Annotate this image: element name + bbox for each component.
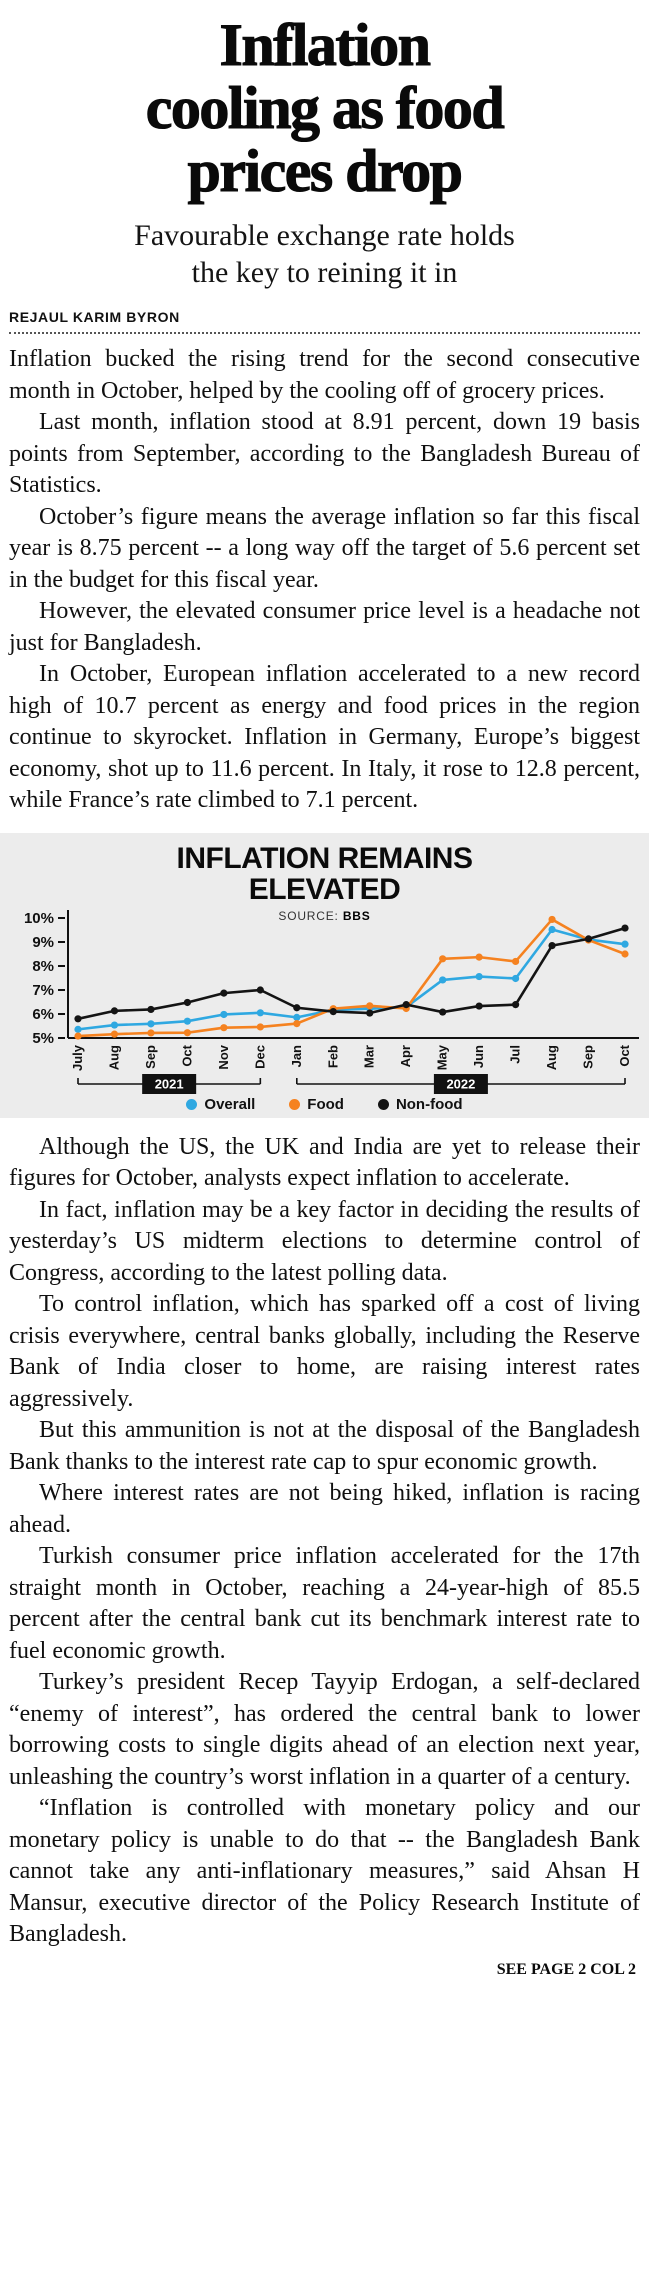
svg-text:10%: 10%: [24, 910, 54, 927]
svg-text:6%: 6%: [32, 1006, 54, 1023]
body-after-chart: Although the US, the UK and India are ye…: [9, 1132, 640, 1951]
legend-dot: [377, 1098, 389, 1110]
paragraph: In October, European inflation accelerat…: [9, 661, 640, 813]
svg-text:Mar: Mar: [362, 1045, 377, 1068]
subheadline: Favourable exchange rate holds the key t…: [9, 217, 640, 291]
legend-item-non-food: Non-food: [377, 1096, 463, 1113]
paragraph: October’s figure means the average infla…: [9, 503, 640, 593]
headline: Inflation cooling as food prices drop: [9, 12, 640, 204]
svg-text:Oct: Oct: [617, 1044, 632, 1066]
svg-text:Dec: Dec: [252, 1045, 267, 1069]
svg-text:2022: 2022: [446, 1076, 475, 1091]
paragraph: Turkish consumer price inflation acceler…: [9, 1543, 640, 1664]
paragraph: Although the US, the UK and India are ye…: [9, 1133, 640, 1192]
paragraph: Where interest rates are not being hiked…: [9, 1480, 640, 1538]
chart-source-value: BBS: [342, 908, 371, 923]
svg-text:Feb: Feb: [325, 1044, 340, 1067]
chart-source-label: SOURCE:: [278, 908, 339, 923]
subheadline-line: the key to reining it in: [191, 256, 458, 289]
svg-text:Jun: Jun: [471, 1044, 486, 1067]
svg-text:9%: 9%: [32, 934, 54, 951]
svg-text:Jan: Jan: [289, 1044, 304, 1066]
subheadline-line: Favourable exchange rate holds: [134, 219, 515, 252]
svg-text:Oct: Oct: [179, 1044, 194, 1066]
svg-text:Nov: Nov: [216, 1044, 231, 1069]
chart-source: SOURCE: BBS: [0, 909, 649, 923]
legend-item-food: Food: [289, 1096, 344, 1113]
chart-title-line: ELEVATED: [248, 872, 401, 906]
inflation-chart: 5% 6% 7% 8% 9% 10% July Aug Sep Oct Nov Dec Jan Feb Ma…: [0, 832, 649, 1118]
paragraph: Turkey’s president Recep Tayyip Erdogan,…: [9, 1669, 640, 1790]
paragraph: “Inflation is controlled with monetary p…: [9, 1795, 640, 1947]
legend-dot: [289, 1098, 301, 1110]
svg-text:Apr: Apr: [398, 1045, 413, 1067]
byline-divider: [9, 332, 640, 334]
paragraph: But this ammunition is not at the dispos…: [9, 1417, 640, 1475]
headline-line: Inflation: [219, 12, 431, 78]
legend-item-overall: Overall: [186, 1096, 255, 1113]
svg-text:July: July: [70, 1044, 85, 1071]
svg-text:Sep: Sep: [143, 1044, 158, 1068]
paragraph: However, the elevated consumer price lev…: [9, 598, 640, 656]
svg-text:May: May: [435, 1044, 450, 1070]
continuation-note: SEE PAGE 2 COL 2: [496, 1960, 636, 1978]
svg-text:5%: 5%: [32, 1030, 54, 1047]
paragraph: Last month, inflation stood at 8.91 perc…: [9, 409, 640, 498]
chart-title-line: INFLATION REMAINS: [176, 841, 473, 875]
svg-text:2021: 2021: [155, 1076, 184, 1091]
paragraph: Inflation bucked the rising trend for th…: [9, 346, 640, 404]
chart-plot: 5% 6% 7% 8% 9% 10% July Aug Sep Oct Nov Dec Jan Feb Ma…: [24, 909, 639, 1094]
chart-legend: Overall Food Non-food: [0, 1096, 649, 1113]
svg-text:Jul: Jul: [508, 1045, 523, 1064]
svg-text:8%: 8%: [32, 958, 54, 975]
svg-text:Aug: Aug: [544, 1044, 559, 1069]
byline: REJAUL KARIM BYRON: [9, 309, 180, 325]
body-before-chart: Inflation bucked the rising trend for th…: [9, 344, 640, 817]
paragraph: To control inflation, which has sparked …: [9, 1291, 640, 1412]
svg-text:Aug: Aug: [106, 1044, 121, 1069]
chart-title: INFLATION REMAINS ELEVATED: [0, 843, 649, 905]
legend-dot: [186, 1098, 198, 1110]
svg-text:Sep: Sep: [581, 1044, 596, 1068]
paragraph: In fact, inflation may be a key factor i…: [9, 1196, 640, 1286]
headline-line: prices drop: [187, 138, 464, 204]
headline-line: cooling as food: [145, 75, 505, 141]
svg-text:7%: 7%: [32, 982, 54, 999]
